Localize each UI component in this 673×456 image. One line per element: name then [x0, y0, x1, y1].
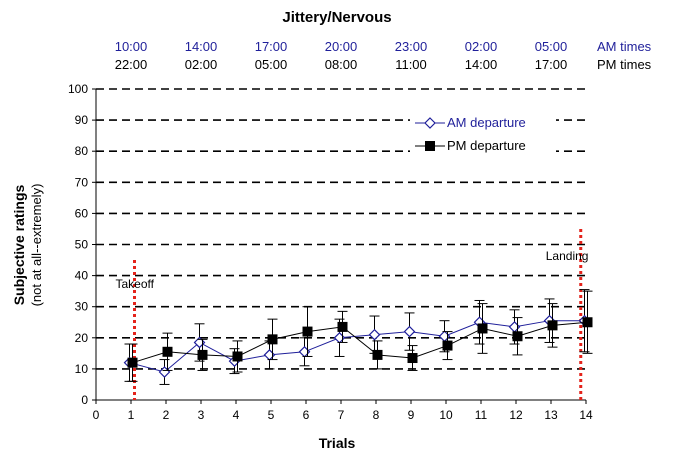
- pm-times-label: PM times: [597, 57, 652, 72]
- y-tick-label: 0: [81, 393, 88, 407]
- y-tick-label: 50: [75, 238, 89, 252]
- data-point: [368, 328, 381, 341]
- series-line: [132, 321, 588, 364]
- am-time-label: 20:00: [325, 39, 358, 54]
- x-axis-title: Trials: [319, 435, 356, 451]
- pm-time-label: 02:00: [185, 57, 218, 72]
- pm-time-label: 14:00: [465, 57, 498, 72]
- data-point: [162, 346, 173, 357]
- data-point: [547, 320, 558, 331]
- data-point: [337, 321, 348, 332]
- landing-label: Landing: [546, 249, 589, 263]
- am-time-label: 05:00: [535, 39, 568, 54]
- top-time-axis: 10:00 22:00 14:00 02:00 17:00 05:00 20:00 08:00…: [115, 39, 568, 72]
- annotations: Takeoff Landing: [116, 228, 589, 400]
- x-tick-label: 8: [373, 408, 380, 422]
- data-point: [197, 349, 208, 360]
- data-point: [372, 349, 383, 360]
- x-tick-label: 6: [303, 408, 310, 422]
- am-time-label: 23:00: [395, 39, 428, 54]
- y-tick-label: 80: [75, 144, 89, 158]
- series-layer: [123, 289, 593, 385]
- data-point: [477, 323, 488, 334]
- x-tick-label: 3: [198, 408, 205, 422]
- x-tick-label: 9: [408, 408, 415, 422]
- pm-time-label: 11:00: [395, 57, 427, 72]
- pm-time-label: 17:00: [535, 57, 568, 72]
- pm-time-label: 05:00: [255, 57, 288, 72]
- legend-am-marker: [424, 117, 436, 129]
- series-pm-departure: [127, 290, 593, 382]
- data-point: [442, 340, 453, 351]
- legend-pm-marker: [425, 141, 435, 151]
- x-tick-label: 10: [439, 408, 453, 422]
- am-time-label: 17:00: [255, 39, 288, 54]
- y-axis-subtitle: (not at all--extremely): [29, 184, 44, 307]
- am-times-label: AM times: [597, 39, 652, 54]
- y-tick-label: 60: [75, 206, 89, 220]
- y-tick-label: 20: [75, 331, 89, 345]
- y-tick-label: 100: [68, 82, 88, 96]
- x-tick-label: 13: [544, 408, 558, 422]
- legend: AM departure PM departure: [410, 110, 556, 156]
- data-point: [267, 334, 278, 345]
- data-point: [403, 325, 416, 338]
- x-tick-label: 7: [338, 408, 345, 422]
- data-point: [232, 351, 243, 362]
- x-tick-label: 12: [509, 408, 523, 422]
- chart-title: Jittery/Nervous: [282, 9, 391, 26]
- am-time-label: 10:00: [115, 39, 148, 54]
- y-tick-label: 10: [75, 362, 89, 376]
- y-tick-label: 30: [75, 300, 89, 314]
- y-axis-title: Subjective ratings: [11, 184, 27, 305]
- y-tick-label: 90: [75, 113, 89, 127]
- pm-time-label: 22:00: [115, 57, 148, 72]
- legend-pm-label: PM departure: [447, 138, 526, 153]
- am-time-label: 14:00: [185, 39, 218, 54]
- data-point: [302, 326, 313, 337]
- data-point: [512, 331, 523, 342]
- y-tick-label: 40: [75, 269, 89, 283]
- takeoff-label: Takeoff: [116, 277, 155, 291]
- am-time-label: 02:00: [465, 39, 498, 54]
- data-point: [407, 353, 418, 364]
- x-tick-label: 1: [128, 408, 135, 422]
- x-tick-label: 5: [268, 408, 275, 422]
- y-tick-label: 70: [75, 175, 89, 189]
- data-point: [582, 317, 593, 328]
- x-tick-label: 14: [579, 408, 593, 422]
- legend-am-label: AM departure: [447, 115, 526, 130]
- pm-time-label: 08:00: [325, 57, 358, 72]
- data-point: [127, 357, 138, 368]
- x-tick-label: 11: [475, 408, 488, 422]
- series-line: [129, 320, 585, 373]
- x-tick-label: 0: [93, 408, 100, 422]
- x-tick-label: 4: [233, 408, 240, 422]
- x-tick-label: 2: [163, 408, 170, 422]
